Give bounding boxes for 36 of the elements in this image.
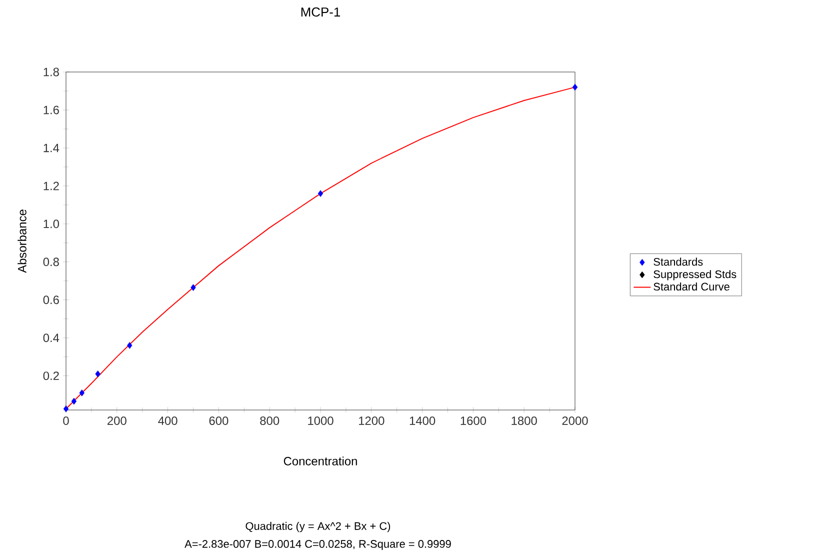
x-tick-label: 600 [209,416,228,425]
legend-label: Standards [654,258,703,266]
y-tick-label: 0.8 [43,258,59,266]
x-tick-label: 1400 [410,416,436,425]
y-tick-label: 1.8 [44,68,59,76]
x-axis-title: Concentration [284,456,357,466]
legend-label: Standard Curve [654,282,730,291]
y-tick-label: 1.0 [44,220,60,228]
x-tick-label: 200 [108,416,126,425]
text: Quadratic (y = Ax^2 + Bx + C) [246,522,390,532]
x-tick-label: 1000 [308,416,334,425]
point [127,342,132,349]
x-tick-label: 0 [63,416,69,425]
y-tick-label: 0.4 [43,334,60,342]
x-tick-label: 800 [260,416,280,425]
x-tick-label: 400 [158,416,178,425]
chart-title: MCP-1 [301,7,340,17]
x-tick-label: 2000 [562,416,588,425]
point [63,405,69,412]
point [71,398,77,405]
y-tick-label: 1.4 [44,144,60,152]
legend-label: Suppressed Stds [654,270,736,280]
point [95,370,100,378]
y-tick-label: 1.2 [44,182,59,190]
x-tick-label: 1200 [359,416,384,425]
y-tick-label: 0.2 [43,372,59,380]
point [572,84,578,91]
y-tick-label: 0.6 [43,296,59,304]
point [79,390,85,396]
y-axis-title: Absorbance [18,210,26,273]
y-tick-label: 1.6 [44,106,59,114]
text: A=-2.83e-007 B=0.0014 C=0.0258, R-Square = 0.9999 [184,540,451,550]
point [190,284,196,291]
x-tick-label: 1800 [512,416,537,425]
point [318,190,324,197]
x-tick-label: 1600 [460,416,486,425]
